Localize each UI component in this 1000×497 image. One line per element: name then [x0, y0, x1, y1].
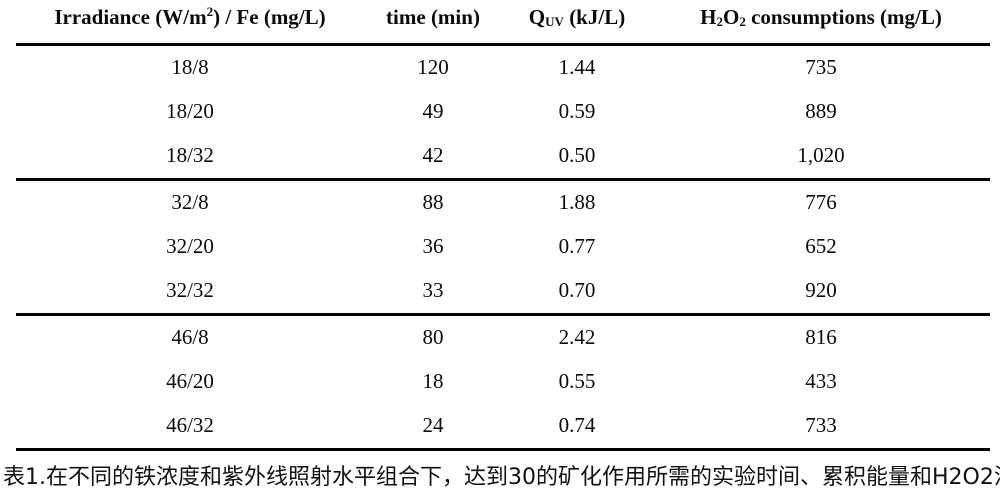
cell-irradiance-fe: 32/20 [166, 234, 214, 258]
header-h2o2-post: consumptions (mg/L) [745, 5, 942, 29]
cell-irradiance-fe: 18/32 [166, 143, 214, 168]
header-irradiance-superscript: 2 [206, 4, 214, 19]
cell-irradiance-fe: 18/8 [171, 54, 209, 79]
cell-h2o2: 889 [805, 99, 837, 123]
table-row: 18/32 42 0.50 1,020 [16, 134, 990, 179]
table-row: 32/8 88 1.88 776 [16, 177, 990, 224]
cell-irradiance-fe: 46/32 [166, 413, 214, 438]
cell-time: 24 [422, 413, 444, 438]
cell-quv: 0.55 [558, 369, 596, 393]
cell-time: 49 [422, 99, 444, 123]
cell-h2o2: 776 [652, 177, 990, 224]
header-h2o2-sub2: 2 [739, 14, 746, 30]
cell-time: 33 [422, 278, 444, 303]
cell-time: 88 [364, 177, 502, 224]
col-header-irradiance-fe: Irradiance (W/m2) / Fe (mg/L) [16, 0, 364, 46]
table-row: 18/20 49 0.59 889 [16, 89, 990, 134]
cell-quv: 0.59 [558, 99, 596, 123]
table-row: 46/8 80 2.42 816 [16, 312, 990, 359]
cell-quv: 1.88 [502, 177, 652, 224]
cell-irradiance-fe: 32/8 [16, 177, 364, 224]
table-group-32: 32/8 88 1.88 776 32/20 36 0.77 652 32/32… [16, 177, 990, 314]
table-caption: 表1.在不同的铁浓度和紫外线照射水平组合下，达到30的矿化作用所需的实验时间、累… [3, 465, 1000, 490]
cell-time: 42 [422, 143, 444, 168]
table-group-18: 18/8 120 1.44 735 18/20 49 0.59 889 18/3… [16, 44, 990, 179]
cell-h2o2: 920 [805, 278, 837, 303]
results-table: Irradiance (W/m2) / Fe (mg/L) time (min)… [16, 0, 990, 451]
cell-h2o2: 1,020 [797, 143, 845, 168]
header-quv-pre: Q [528, 5, 546, 29]
cell-irradiance-fe: 46/20 [166, 369, 214, 393]
cell-quv: 0.74 [558, 413, 596, 438]
table-row: 18/8 120 1.44 735 [16, 44, 990, 89]
header-h2o2-h: H [700, 5, 717, 29]
cell-time: 120 [417, 54, 449, 79]
cell-h2o2: 816 [652, 312, 990, 359]
cell-h2o2: 733 [805, 413, 837, 438]
table-row: 46/20 18 0.55 433 [16, 359, 990, 404]
cell-irradiance-fe: 18/20 [166, 99, 214, 123]
table-row: 32/20 36 0.77 652 [16, 224, 990, 269]
cell-quv: 0.50 [558, 143, 596, 168]
header-h2o2-sub1: 2 [716, 14, 723, 30]
header-irradiance-pre: Irradiance (W/m [54, 5, 207, 29]
cell-time: 80 [364, 312, 502, 359]
cell-h2o2: 433 [805, 369, 837, 393]
header-h2o2-o: O [722, 5, 740, 29]
col-header-quv: QUV (kJ/L) [502, 0, 652, 46]
cell-irradiance-fe: 46/8 [16, 312, 364, 359]
cell-quv: 1.44 [558, 54, 596, 79]
cell-time: 18 [422, 369, 444, 393]
header-quv-subscript: UV [545, 14, 564, 30]
table-row: 46/32 24 0.74 733 [16, 404, 990, 449]
header-quv-post: (kJ/L) [563, 5, 626, 29]
table-group-46: 46/8 80 2.42 816 46/20 18 0.55 433 46/32… [16, 312, 990, 449]
col-header-time: time (min) [364, 0, 502, 46]
col-header-h2o2: H2O2 consumptions (mg/L) [652, 0, 990, 46]
cell-h2o2: 735 [805, 54, 837, 79]
table-row: 32/32 33 0.70 920 [16, 269, 990, 314]
cell-irradiance-fe: 32/32 [166, 278, 214, 303]
cell-time: 36 [422, 234, 444, 258]
cell-quv: 2.42 [502, 312, 652, 359]
header-row: Irradiance (W/m2) / Fe (mg/L) time (min)… [16, 0, 990, 46]
cell-quv: 0.70 [558, 278, 596, 303]
cell-quv: 0.77 [558, 234, 596, 258]
header-irradiance-post: ) / Fe (mg/L) [213, 5, 326, 29]
table-header: Irradiance (W/m2) / Fe (mg/L) time (min)… [16, 0, 990, 46]
cell-h2o2: 652 [805, 234, 837, 258]
